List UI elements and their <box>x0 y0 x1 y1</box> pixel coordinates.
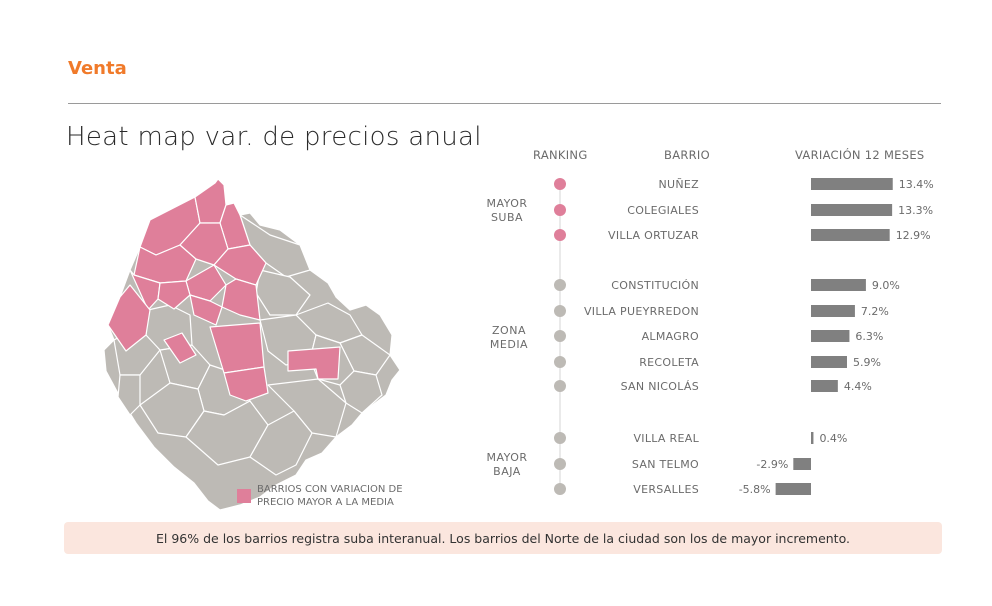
footer-text: El 96% de los barrios registra suba inte… <box>156 530 850 546</box>
bar <box>811 279 866 291</box>
map-district-highlight <box>189 294 223 326</box>
value-label: 5.9% <box>853 356 881 369</box>
map-district-highlight <box>223 366 269 402</box>
map-district <box>339 370 383 414</box>
bar <box>811 380 838 392</box>
group-label-line: MAYOR <box>486 451 528 464</box>
value-label: 12.9% <box>896 229 931 242</box>
bar <box>811 330 850 342</box>
group-label-line: BAJA <box>493 465 521 478</box>
rank-dot <box>554 380 566 392</box>
rank-dot <box>554 356 566 368</box>
category-label: VILLA ORTUZAR <box>608 229 699 242</box>
value-label: 6.3% <box>855 330 883 343</box>
footer-note: El 96% de los barrios registra suba inte… <box>64 522 942 554</box>
value-label: -2.9% <box>756 458 788 471</box>
header-ranking: RANKING <box>533 148 588 162</box>
bar <box>811 178 893 190</box>
legend-line-1: BARRIOS CON VARIACION DE <box>257 484 403 495</box>
rank-dot <box>554 305 566 317</box>
value-label: 0.4% <box>819 432 847 445</box>
rank-dot <box>554 432 566 444</box>
rank-dot <box>554 279 566 291</box>
category-label: CONSTITUCIÓN <box>611 279 699 292</box>
rank-dot <box>554 204 566 216</box>
value-label: 4.4% <box>844 380 872 393</box>
bar <box>811 305 855 317</box>
group-label-line: SUBA <box>490 211 524 224</box>
divider <box>68 103 941 104</box>
category-label: RECOLETA <box>639 356 699 369</box>
bar <box>811 204 893 216</box>
bar <box>811 432 814 444</box>
rank-dot <box>554 483 566 495</box>
map-district-highlight <box>107 284 151 352</box>
category-label: ALMAGRO <box>642 330 699 343</box>
bar <box>775 483 811 495</box>
legend-swatch <box>237 489 251 503</box>
map-district-highlight <box>287 346 341 380</box>
group-label-zona-media: ZONA MEDIA <box>479 324 539 352</box>
category-label: SAN NICOLÁS <box>621 380 699 393</box>
value-label: 9.0% <box>872 279 900 292</box>
page-title: Heat map var. de precios anual <box>66 122 482 152</box>
group-label-line: ZONA <box>492 324 526 337</box>
value-label: -5.8% <box>739 483 771 496</box>
rank-dot <box>554 178 566 190</box>
category-label: VILLA REAL <box>633 432 699 445</box>
section-title: Venta <box>68 58 127 79</box>
value-label: 13.4% <box>899 178 934 191</box>
header-variation: VARIACIÓN 12 MESES <box>795 148 925 162</box>
legend-line-2: PRECIO MAYOR A LA MEDIA <box>257 496 394 508</box>
bar <box>793 458 811 470</box>
category-label: NUÑEZ <box>659 178 700 191</box>
map-district-highlight <box>163 332 197 364</box>
group-label-mayor-baja: MAYOR BAJA <box>477 451 537 479</box>
category-label: SAN TELMO <box>632 458 699 471</box>
group-label-line: MAYOR <box>486 197 528 210</box>
value-label: 13.3% <box>898 204 933 217</box>
group-label-mayor-suba: MAYOR SUBA <box>477 197 537 225</box>
rank-dot <box>554 458 566 470</box>
map-district-highlight <box>157 280 191 310</box>
map-district <box>117 374 141 416</box>
bar <box>811 229 890 241</box>
rank-dot <box>554 229 566 241</box>
city-heat-map <box>103 178 401 511</box>
value-label: 7.2% <box>861 305 889 318</box>
category-label: VERSALLES <box>633 483 699 496</box>
category-label: COLEGIALES <box>627 204 699 217</box>
map-district <box>249 410 313 476</box>
bar <box>811 356 847 368</box>
legend-label: BARRIOS CON VARIACION DE PRECIO MAYOR A … <box>257 484 403 509</box>
map-district-highlight <box>129 269 161 311</box>
rank-dot <box>554 330 566 342</box>
group-label-line: MEDIA <box>489 338 529 351</box>
header-barrio: BARRIO <box>664 148 710 162</box>
map-district <box>185 400 269 466</box>
category-label: VILLA PUEYRREDON <box>584 305 699 318</box>
